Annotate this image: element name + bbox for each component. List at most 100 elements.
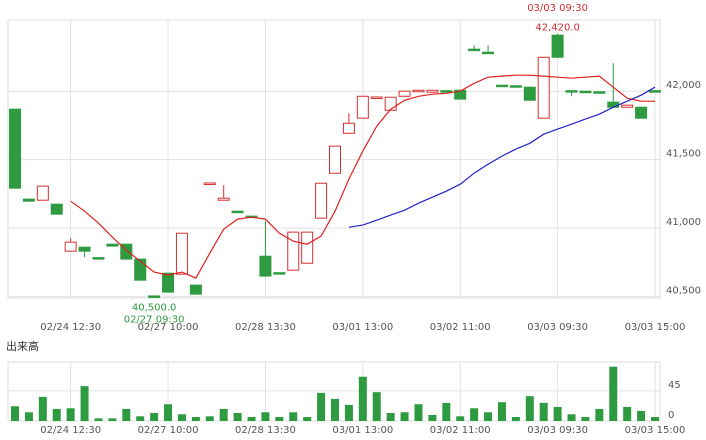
- volume-bar: [94, 418, 103, 421]
- volume-bar: [219, 408, 228, 421]
- candle-body: [342, 122, 355, 134]
- candle-body: [203, 182, 216, 185]
- volume-bar: [275, 416, 284, 421]
- volume-bar: [553, 406, 562, 421]
- volume-bar: [38, 396, 47, 421]
- candle-body: [635, 106, 648, 119]
- candle-body: [231, 210, 244, 214]
- volume-bar: [358, 376, 367, 421]
- volume-bar: [484, 412, 493, 421]
- volume-bar: [80, 386, 89, 421]
- candle-body: [50, 203, 63, 215]
- candle-body: [537, 56, 550, 119]
- high-annotation-value: 42,420.0: [535, 23, 580, 34]
- price-frame: [7, 19, 661, 299]
- x-tick-label: 02/24 12:30: [40, 425, 101, 436]
- volume-bar: [136, 416, 145, 421]
- candle-body: [22, 198, 35, 202]
- candle-body: [64, 241, 77, 252]
- candle-body: [398, 90, 411, 97]
- candle-body: [370, 96, 383, 99]
- x-tick-label: 03/03 09:30: [527, 322, 588, 333]
- volume-title: 出来高: [6, 339, 39, 353]
- candle-body: [454, 89, 467, 100]
- volume-bar: [289, 412, 298, 421]
- y-tick-label: 41,500: [666, 149, 701, 160]
- high-annotation-date: 03/03 09:30: [527, 3, 588, 14]
- volume-bar: [52, 408, 61, 421]
- candle-body: [468, 48, 481, 52]
- volume-bar: [247, 416, 256, 421]
- candle-body: [287, 231, 300, 271]
- y-tick-label: 0: [668, 410, 674, 421]
- volume-bar: [400, 412, 409, 421]
- candle-body: [273, 272, 286, 275]
- volume-bar: [303, 416, 312, 421]
- candle-body: [509, 85, 522, 88]
- volume-bar: [595, 408, 604, 421]
- volume-bar: [609, 366, 618, 421]
- volume-bar: [317, 392, 326, 421]
- volume-bar: [108, 418, 117, 421]
- candle-body: [495, 84, 508, 88]
- candle-body: [551, 34, 564, 58]
- volume-bar: [637, 410, 646, 421]
- volume-bar: [581, 416, 590, 421]
- volume-bar: [24, 412, 33, 421]
- moving-average-line: [348, 86, 656, 228]
- candle-body: [482, 51, 495, 55]
- volume-bar: [233, 412, 242, 421]
- candle-body: [9, 108, 21, 189]
- moving-average-line: [70, 74, 655, 279]
- x-tick-label: 02/24 12:30: [40, 322, 101, 333]
- candle-body: [217, 197, 230, 201]
- candle-body: [301, 231, 314, 264]
- volume-bar: [150, 412, 159, 421]
- x-tick-label: 03/03 15:00: [625, 425, 686, 436]
- x-tick-label: 03/01 13:00: [332, 425, 393, 436]
- candle-body: [120, 243, 133, 260]
- y-tick-label: 41,000: [666, 217, 701, 228]
- x-tick-label: 03/02 11:00: [430, 322, 491, 333]
- candle-body: [78, 246, 91, 252]
- low-annotation-value: 40,500.0: [132, 303, 177, 314]
- volume-bar: [191, 416, 200, 421]
- volume-bar: [539, 402, 548, 421]
- candle-body: [621, 104, 634, 108]
- x-tick-label: 02/28 13:30: [235, 322, 296, 333]
- volume-bar: [456, 416, 465, 421]
- volume-bar: [372, 392, 381, 421]
- candle-body: [356, 95, 369, 119]
- candle-body: [579, 90, 592, 94]
- candle-body: [106, 243, 119, 247]
- candle-body: [162, 272, 175, 293]
- volume-bar: [164, 404, 173, 421]
- volume-bar: [511, 416, 520, 421]
- candle-body: [259, 255, 272, 277]
- volume-bar: [205, 416, 214, 421]
- candle-body: [36, 185, 49, 201]
- volume-bar: [261, 412, 270, 421]
- x-tick-label: 02/27 10:00: [138, 425, 199, 436]
- candle-body: [92, 257, 105, 260]
- y-tick-label: 45: [668, 380, 681, 391]
- volume-bar: [470, 408, 479, 421]
- candle-body: [607, 101, 620, 108]
- low-annotation-date: 02/27 09:30: [124, 315, 185, 326]
- candle-body: [412, 89, 425, 93]
- candle-body: [384, 96, 397, 111]
- candle-body: [175, 232, 188, 275]
- volume-bar: [386, 412, 395, 421]
- candle-body: [440, 90, 453, 93]
- volume-bar: [177, 414, 186, 421]
- x-tick-label: 02/28 13:30: [235, 425, 296, 436]
- candle-body: [426, 89, 439, 93]
- candle-body: [593, 91, 606, 94]
- volume-bar: [497, 402, 506, 421]
- x-tick-label: 03/02 11:00: [430, 425, 491, 436]
- candle-body: [315, 182, 328, 219]
- volume-bar: [11, 406, 19, 421]
- volume-bar: [651, 416, 659, 421]
- candle-body: [134, 258, 147, 281]
